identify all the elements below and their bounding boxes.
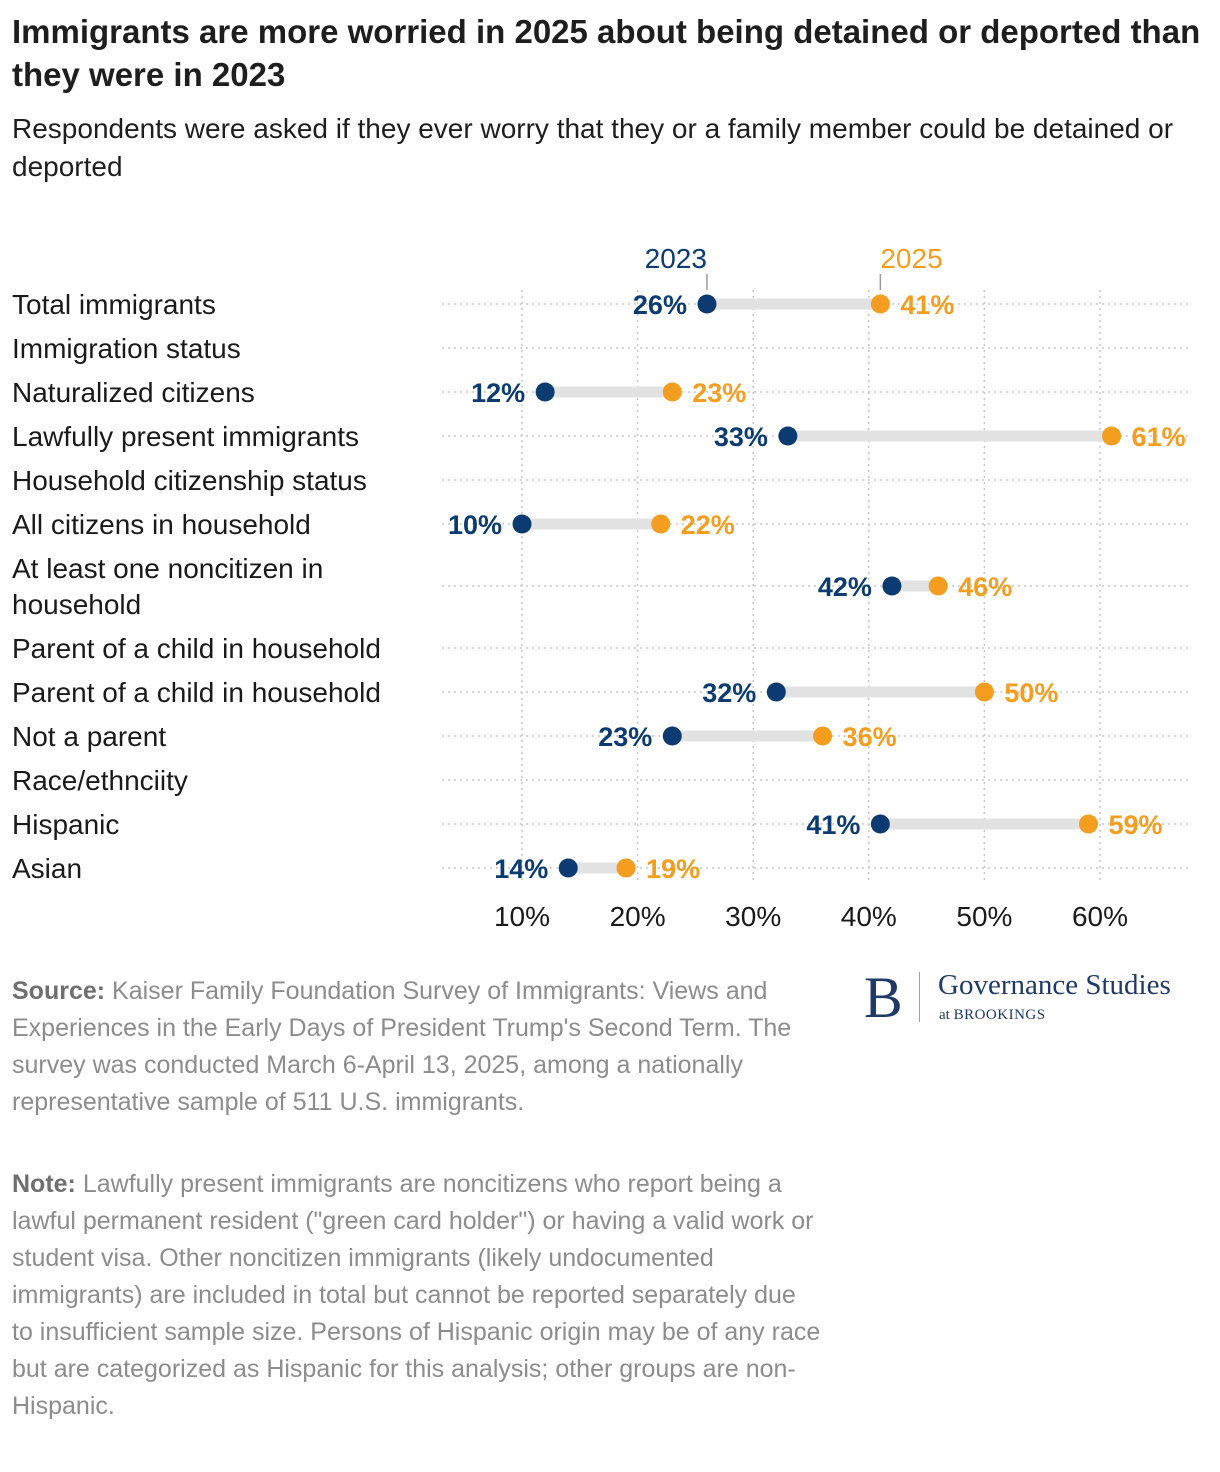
- brookings-logo: B Governance Studies at BROOKINGS: [864, 966, 1214, 1030]
- row-label: Parent of a child in household: [12, 677, 381, 708]
- row-label: Parent of a child in household: [12, 633, 381, 664]
- logo-letter: B: [864, 965, 903, 1030]
- dot-2025: [974, 682, 994, 702]
- row-label: Race/ethnciity: [12, 765, 188, 796]
- value-label-2023: 23%: [598, 722, 652, 752]
- x-tick-label: 40%: [841, 901, 897, 932]
- x-tick-label: 30%: [725, 901, 781, 932]
- row-label: Immigration status: [12, 333, 241, 364]
- source-label: Source:: [12, 977, 106, 1005]
- logo-subline: at BROOKINGS: [939, 1006, 1046, 1024]
- value-label-2023: 10%: [448, 510, 502, 540]
- value-label-2025: 41%: [900, 290, 954, 320]
- source-note: Source: Kaiser Family Foundation Survey …: [12, 973, 822, 1121]
- row-label: household: [12, 589, 141, 620]
- logo-sub-org: BROOKINGS: [953, 1007, 1046, 1023]
- dot-2023: [766, 682, 786, 702]
- value-label-2023: 26%: [633, 290, 687, 320]
- value-label-2025: 36%: [843, 722, 897, 752]
- row-label: Naturalized citizens: [12, 377, 255, 408]
- dot-2025: [1102, 426, 1122, 446]
- value-label-2025: 23%: [692, 378, 746, 408]
- row-label: At least one noncitizen in: [12, 553, 323, 584]
- dot-2023: [882, 576, 902, 596]
- row-label: Asian: [12, 853, 82, 884]
- dot-2025: [870, 294, 890, 314]
- dumbbell-chart: 10% 20% 30% 40% 50% 60% Total immigrants Immigr…: [12, 243, 1190, 932]
- row-label: Household citizenship status: [12, 465, 367, 496]
- chart-subtitle: Respondents were asked if they ever worr…: [12, 113, 1174, 182]
- dot-2025: [662, 382, 682, 402]
- dot-2025: [928, 576, 948, 596]
- row-label: Hispanic: [12, 809, 119, 840]
- source-text: Kaiser Family Foundation Survey of Immig…: [12, 977, 792, 1116]
- note-text: Lawfully present immigrants are noncitiz…: [12, 1170, 821, 1420]
- x-tick-label: 10%: [494, 901, 550, 932]
- logo-divider: [919, 972, 920, 1022]
- dot-2025: [1078, 814, 1098, 834]
- dot-2023: [778, 426, 798, 446]
- dot-2023: [512, 514, 532, 534]
- dot-2025: [813, 726, 833, 746]
- value-label-2023: 14%: [494, 854, 548, 884]
- value-label-2025: 59%: [1108, 810, 1162, 840]
- dot-2025: [616, 858, 636, 878]
- row-label: Lawfully present immigrants: [12, 421, 359, 452]
- value-label-2025: 50%: [1004, 678, 1058, 708]
- footnote: Note: Lawfully present immigrants are no…: [12, 1166, 822, 1425]
- logo-sub-prefix: at: [939, 1007, 950, 1023]
- row-label: Total immigrants: [12, 289, 216, 320]
- row-label: All citizens in household: [12, 509, 311, 540]
- row-label: Not a parent: [12, 721, 166, 752]
- value-label-2025: 61%: [1132, 422, 1186, 452]
- legend-2023: 2023: [645, 243, 707, 274]
- value-label-2023: 42%: [818, 572, 872, 602]
- value-label-2025: 46%: [958, 572, 1012, 602]
- value-label-2023: 33%: [714, 422, 768, 452]
- x-tick-label: 50%: [956, 901, 1012, 932]
- legend-2025: 2025: [880, 243, 942, 274]
- value-label-2025: 19%: [646, 854, 700, 884]
- dot-2023: [558, 858, 578, 878]
- value-label-2023: 32%: [702, 678, 756, 708]
- dot-2023: [662, 726, 682, 746]
- value-label-2023: 12%: [471, 378, 525, 408]
- x-tick-label: 20%: [610, 901, 666, 932]
- dot-2023: [535, 382, 555, 402]
- dot-2023: [870, 814, 890, 834]
- value-label-2025: 22%: [681, 510, 735, 540]
- note-label: Note:: [12, 1170, 76, 1198]
- chart-title: Immigrants are more worried in 2025 abou…: [12, 13, 1201, 93]
- dot-2025: [651, 514, 671, 534]
- value-label-2023: 41%: [806, 810, 860, 840]
- logo-name: Governance Studies: [938, 969, 1171, 1001]
- x-tick-label: 60%: [1072, 901, 1128, 932]
- dot-2023: [697, 294, 717, 314]
